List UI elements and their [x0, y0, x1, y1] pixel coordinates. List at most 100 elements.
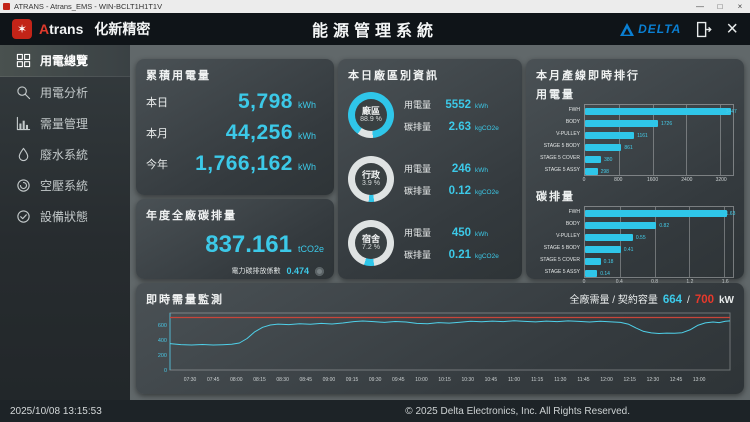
axis-tick-label: 1600: [647, 177, 659, 183]
bar-row: 0.55: [585, 231, 733, 243]
bar: [585, 257, 601, 265]
window-title: ATRANS - Atrans_EMS - WIN-BCLT1H1T1V: [14, 2, 163, 11]
minimize-button[interactable]: —: [696, 2, 704, 11]
magnifier-icon: [17, 86, 31, 100]
bar-category-label: STAGE 5 COVER: [540, 155, 580, 161]
bar-row: 380: [585, 153, 733, 165]
carbon-label: 碳排量: [404, 249, 432, 260]
grid-icon: [16, 53, 31, 68]
energy-unit: kWh: [298, 162, 316, 172]
bar-value-label: 3447: [725, 108, 737, 115]
zone-percent: 7.2 %: [362, 244, 380, 252]
close-app-button[interactable]: ×: [726, 18, 738, 40]
bar-category-label: STAGE 5 ASSY: [544, 167, 580, 173]
bar-value-label: 0.14: [600, 270, 610, 277]
x-axis-tick-label: 10:45: [485, 377, 498, 383]
card-title: 年度全廠碳排量: [146, 210, 237, 222]
y-axis-tick-label: 600: [158, 323, 167, 329]
window-titlebar[interactable]: ATRANS - Atrans_EMS - WIN-BCLT1H1T1V — □…: [0, 0, 750, 13]
zone-power-unit: kWh: [475, 166, 488, 174]
power-label: 用電量: [404, 163, 432, 174]
accumulated-power-card: 累積用電量 本日 5,798 kWh 本月 44,256 kWh 今年 1,766,162 kW…: [136, 59, 334, 195]
bar-value-label: 380: [604, 156, 613, 163]
x-axis-tick-label: 07:45: [207, 377, 220, 383]
accumulated-row: 今年 1,766,162 kWh: [146, 152, 324, 176]
zone-carbon-value: 0.21: [448, 248, 471, 261]
bar-row: 3447: [585, 105, 737, 117]
gridline: [652, 105, 654, 175]
power-ranking-bar-chart: FWH BODY V-PULLEY STAGE 5 BODY STAGE 5 COVER…: [536, 104, 737, 185]
bar-row: 0.82: [585, 219, 733, 231]
axis-tick-label: 800: [614, 177, 623, 183]
gridline: [720, 105, 722, 175]
zone-row: 行政 3.9 % 用電量 246 kWh 碳排量 0.12 kgCO2e: [348, 147, 512, 211]
annual-carbon-unit: tCO2e: [297, 244, 324, 254]
x-axis-tick-label: 08:00: [230, 377, 243, 383]
demand-line-chart: 0 200 400 600 07:30 07:45 08:00 08:15 08:30 08:45…: [146, 310, 734, 384]
zone-name: 宿舍: [361, 233, 380, 244]
bar-category-label: FWH: [568, 209, 580, 215]
bar-value-label: 1.63: [725, 210, 736, 217]
bar-category-label: BODY: [565, 221, 580, 227]
sidebar-item-2[interactable]: 用電分析: [0, 77, 130, 108]
annual-carbon-value: 837.161: [205, 231, 292, 258]
bar-value-label: 298: [600, 168, 609, 175]
delta-logo: DELTA: [619, 22, 681, 37]
demand-legend: 全廠需量 / 契約容量 664 / 700 kW: [570, 291, 735, 306]
y-axis-tick-label: 0: [164, 368, 167, 374]
x-axis-tick-label: 11:15: [531, 377, 543, 383]
axis-tick-label: 0.8: [651, 279, 659, 285]
x-axis-tick-label: 09:45: [392, 377, 405, 383]
power-label: 用電量: [404, 99, 432, 110]
sidebar-item-4[interactable]: 廢水系統: [0, 139, 130, 170]
close-window-button[interactable]: ×: [737, 2, 743, 11]
zone-row: 廠區 88.9 % 用電量 5552 kWh 碳排量 2.63 kgCO2e: [348, 83, 512, 147]
x-axis-tick-label: 11:30: [554, 377, 566, 383]
energy-unit: kWh: [298, 131, 316, 141]
bar: [585, 209, 727, 217]
bar: [585, 119, 658, 127]
water-drop-icon: [18, 147, 29, 162]
sidebar-item-5[interactable]: 空壓系統: [0, 170, 130, 201]
demand-separator: /: [687, 295, 690, 306]
emission-factor-value: 0.474: [286, 266, 309, 276]
axis-tick-label: 0: [582, 279, 586, 285]
sidebar-item-label: 空壓系統: [40, 179, 89, 193]
x-axis-tick-label: 09:15: [346, 377, 359, 383]
bar-category-label: STAGE 5 ASSY: [544, 269, 580, 275]
bar-value-label: 0.82: [659, 222, 670, 229]
maximize-button[interactable]: □: [717, 2, 723, 11]
zone-power-value: 246: [451, 162, 471, 175]
brand-name: Atrans: [39, 21, 84, 37]
bar-row: 0.41: [585, 243, 733, 255]
status-bar: 2025/10/08 13:15:53 © 2025 Delta Electro…: [0, 400, 750, 422]
sidebar-item-1[interactable]: 用電總覽: [0, 45, 130, 77]
gridline: [686, 105, 688, 175]
zone-power-value: 450: [451, 226, 471, 239]
contract-capacity-value: 700: [694, 294, 714, 306]
carbon-ranking-section-label: 碳排量: [536, 191, 575, 203]
bar-chart-icon: [16, 116, 31, 131]
y-axis-tick-label: 400: [158, 338, 167, 344]
bar: [585, 221, 657, 229]
zone-donut-ring: 行政 3.9 %: [348, 156, 394, 202]
carbon-ranking-bar-chart: FWH BODY V-PULLEY STAGE 5 BODY STAGE 5 COVER…: [536, 206, 736, 287]
bar-value-label: 861: [624, 144, 633, 151]
bar: [585, 167, 598, 175]
x-axis-tick-label: 12:00: [600, 377, 613, 383]
demand-legend-label: 全廠需量 / 契約容量: [569, 295, 658, 306]
bar-value-label: 0.18: [603, 258, 614, 265]
period-label: 本月: [146, 128, 168, 140]
axis-tick-label: 2400: [681, 177, 693, 183]
sidebar-item-6[interactable]: 設備狀態: [0, 201, 130, 232]
logout-button[interactable]: [695, 21, 713, 38]
main-content: 累積用電量 本日 5,798 kWh 本月 44,256 kWh 今年 1,766,162 kW…: [130, 45, 750, 400]
energy-unit: kWh: [298, 100, 316, 110]
x-axis-tick-label: 12:30: [647, 377, 660, 383]
copyright: © 2025 Delta Electronics, Inc. All Right…: [405, 405, 630, 417]
sidebar-item-3[interactable]: 需量管理: [0, 108, 130, 139]
x-axis-tick-label: 08:45: [299, 377, 312, 383]
atrans-logo-icon: ✶: [12, 19, 32, 39]
gridline: [654, 207, 656, 277]
zone-percent: 88.9 %: [360, 116, 382, 124]
